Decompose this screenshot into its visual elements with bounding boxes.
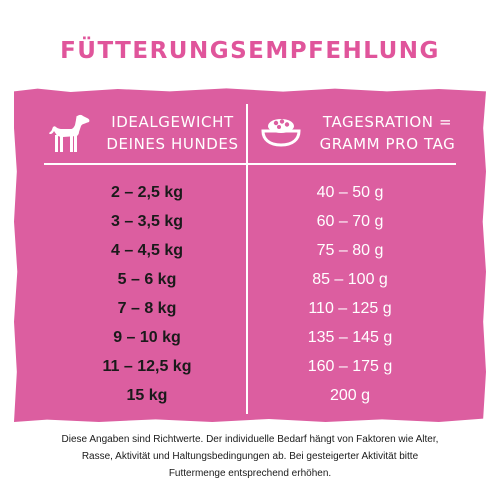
weight-cell: 2 – 2,5 kg [110, 184, 184, 201]
ration-cell: 160 – 175 g [307, 358, 393, 375]
weight-cell: 5 – 6 kg [117, 271, 177, 288]
disclaimer-note: Diese Angaben sind Richtwerte. Der indiv… [20, 431, 480, 482]
weight-column: 2 – 2,5 kg 3 – 3,5 kg 4 – 4,5 kg 5 – 6 k… [47, 178, 247, 410]
weight-cell: 15 kg [126, 387, 168, 404]
food-bowl-icon [261, 119, 301, 147]
header-left-line1: IDEALGEWICHT [111, 113, 234, 131]
note-line: Futtermenge entsprechend erhöhen. [168, 468, 332, 479]
weight-cell: 9 – 10 kg [113, 329, 181, 346]
header-divider [44, 163, 456, 165]
ration-cell: 40 – 50 g [316, 184, 384, 201]
ration-cell: 110 – 125 g [308, 300, 392, 317]
weight-cell: 7 – 8 kg [117, 300, 177, 317]
note-line: Rasse, Aktivität und Haltungsbedingungen… [81, 451, 419, 462]
column-divider [246, 104, 248, 414]
header-right-line1: TAGESRATION = [322, 113, 453, 131]
ration-cell: 60 – 70 g [316, 213, 384, 230]
weight-cell: 4 – 4,5 kg [110, 242, 184, 259]
column-header-ration: TAGESRATION = GRAMM PRO TAG [305, 111, 470, 155]
header-left-line2: DEINES HUNDES [106, 135, 239, 153]
column-header-weight: IDEALGEWICHT DEINES HUNDES [100, 111, 245, 155]
weight-cell: 11 – 12,5 kg [102, 358, 192, 375]
ration-cell: 200 g [329, 387, 371, 404]
feeding-table-panel [14, 88, 486, 422]
weight-cell: 3 – 3,5 kg [110, 213, 184, 230]
header-right-line2: GRAMM PRO TAG [319, 135, 456, 153]
ration-cell: 135 – 145 g [307, 329, 393, 346]
ration-column: 40 – 50 g 60 – 70 g 75 – 80 g 85 – 100 g… [252, 178, 448, 410]
ration-cell: 85 – 100 g [312, 271, 388, 288]
ration-cell: 75 – 80 g [316, 242, 384, 259]
note-line: Diese Angaben sind Richtwerte. Der indiv… [61, 434, 439, 445]
page-title: FÜTTERUNGSEMPFEHLUNG [60, 38, 440, 64]
dog-icon [49, 114, 90, 152]
